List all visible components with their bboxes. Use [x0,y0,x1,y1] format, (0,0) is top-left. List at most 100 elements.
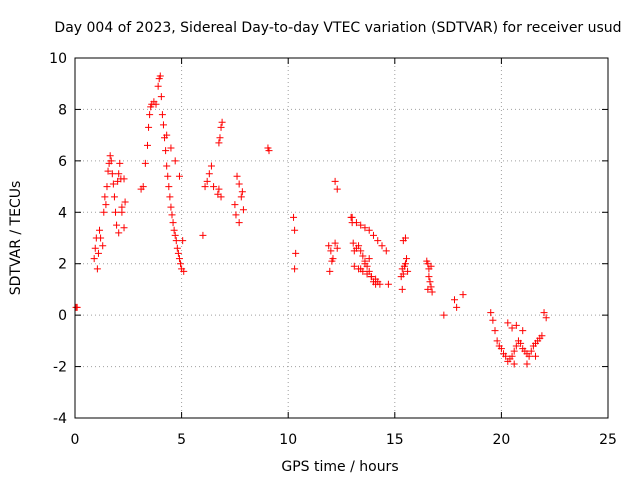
data-point [115,229,123,237]
data-point [510,360,518,368]
y-tick-label: 8 [58,102,67,118]
data-point [207,162,215,170]
data-point [168,211,176,219]
data-point [163,162,171,170]
data-point [489,316,497,324]
data-point [401,260,409,268]
data-points [72,72,550,368]
data-point [94,249,102,257]
y-tick-label: 0 [58,308,67,324]
data-point [542,314,550,322]
x-tick-label: 10 [279,432,297,448]
data-point [378,242,386,250]
data-point [493,337,501,345]
data-point [333,185,341,193]
data-point [157,93,165,101]
data-point [158,111,166,119]
data-point [325,242,333,250]
data-point [109,180,117,188]
data-point [527,347,535,355]
grid [75,58,608,418]
data-point [508,324,516,332]
data-point [217,123,225,131]
data-point [113,221,121,229]
data-point [159,121,167,129]
y-tick-label: 4 [58,205,67,221]
data-point [216,134,224,142]
data-point [210,183,218,191]
y-tick-label: 2 [58,257,67,273]
data-point [235,180,243,188]
data-point [382,247,390,255]
data-point [487,309,495,317]
data-point [215,185,223,193]
data-point [141,159,149,167]
data-point [440,311,448,319]
data-point [104,167,112,175]
data-point [146,111,154,119]
data-point [525,352,533,360]
data-point [331,239,339,247]
data-point [333,244,341,252]
data-point [365,255,373,263]
data-point [427,262,435,270]
data-point [428,288,436,296]
data-point [179,237,187,245]
data-point [167,203,175,211]
data-point [171,231,179,239]
data-point [350,262,358,270]
data-point [118,208,126,216]
data-point [167,144,175,152]
x-tick-label: 15 [386,432,404,448]
data-point [97,234,105,242]
data-point [399,270,407,278]
data-point [512,321,520,329]
data-point [369,231,377,239]
data-point [93,265,101,273]
data-point [139,183,147,191]
data-point [218,118,226,126]
data-point [175,172,183,180]
data-point [532,352,540,360]
x-tick-label: 5 [177,432,186,448]
data-point [154,82,162,90]
data-point [205,170,213,178]
y-axis-label: SDTVAR / TECUs [8,181,24,296]
data-point [367,273,375,281]
data-point [401,234,409,242]
data-point [508,352,516,360]
data-point [538,332,546,340]
data-point [497,345,505,353]
data-point [398,285,406,293]
data-point [180,267,188,275]
data-point [177,260,185,268]
data-point [232,211,240,219]
data-point [231,201,239,209]
data-point [170,226,178,234]
data-point [491,327,499,335]
data-point [171,157,179,165]
data-point [265,147,273,155]
data-point [361,224,369,232]
data-point [376,280,384,288]
data-point [355,242,363,250]
data-point [175,255,183,263]
data-point [517,339,525,347]
data-point [512,342,520,350]
axis-ticks [74,57,609,419]
data-point [290,213,298,221]
data-point [143,141,151,149]
data-point [504,319,512,327]
data-point [215,139,223,147]
data-point [199,231,207,239]
data-point [459,291,467,299]
data-point [349,239,357,247]
data-point [233,172,241,180]
data-point [101,193,109,201]
x-tick-label: 20 [492,432,510,448]
data-point [453,303,461,311]
data-point [540,309,548,317]
data-point [115,170,123,178]
data-point [163,131,171,139]
data-point [426,278,434,286]
